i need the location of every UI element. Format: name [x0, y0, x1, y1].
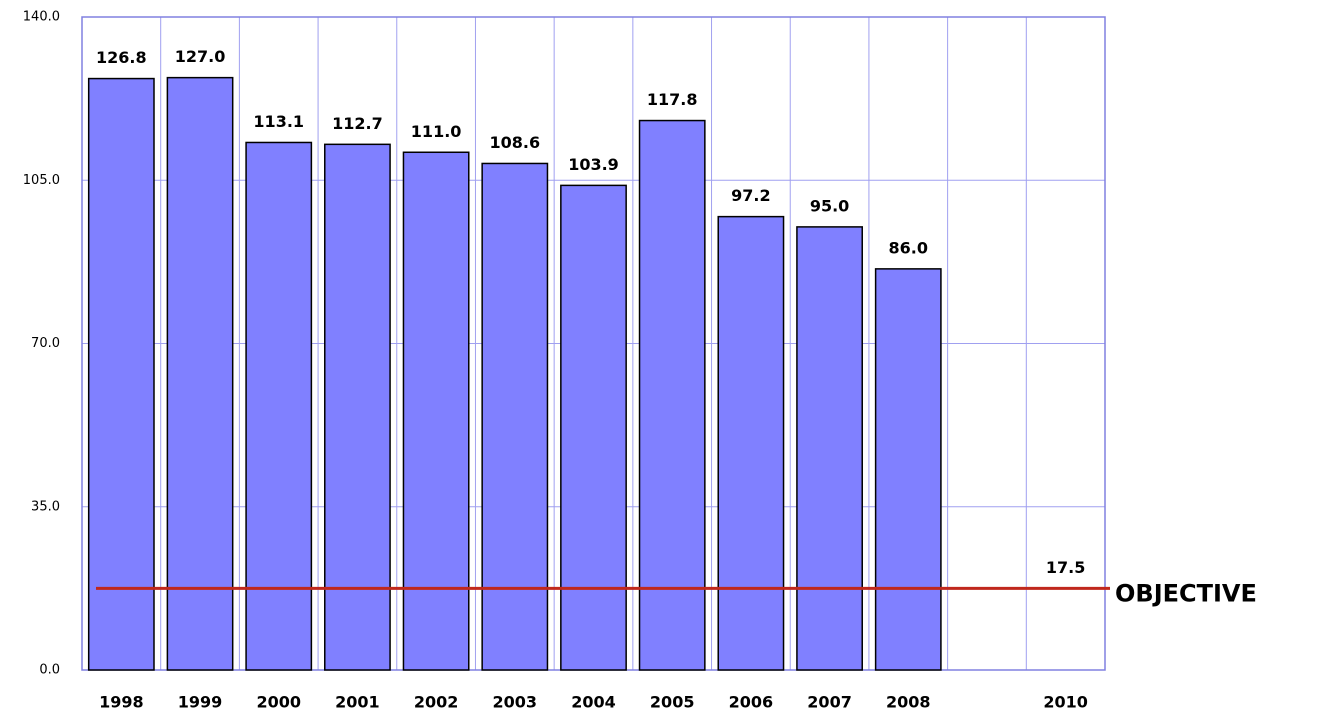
value-label: 108.6: [490, 133, 541, 152]
bar: [481, 162, 549, 671]
x-tick-label: 2000: [256, 693, 301, 712]
value-label: 113.1: [253, 112, 304, 131]
bar: [87, 77, 155, 671]
bar: [324, 143, 391, 671]
x-tick-label: 1998: [99, 693, 144, 712]
value-label: 117.8: [647, 90, 698, 109]
x-tick-label: 2004: [571, 693, 616, 712]
bar: [166, 76, 234, 671]
x-tick-label: 2006: [729, 693, 774, 712]
x-tick-label: 2001: [335, 693, 380, 712]
bar: [796, 226, 863, 671]
x-tick-label: 2005: [650, 693, 695, 712]
y-tick-label: 105.0: [23, 173, 60, 188]
x-tick-label: 1999: [178, 693, 223, 712]
bar: [402, 151, 470, 671]
x-tick-label: 2007: [807, 693, 852, 712]
y-tick-label: 0.0: [39, 663, 60, 678]
bar: [874, 268, 942, 671]
bar: [638, 119, 706, 671]
objective-label: OBJECTIVE: [1115, 579, 1257, 607]
value-label: 97.2: [731, 186, 770, 205]
x-tick-label: 2010: [1043, 693, 1088, 712]
y-tick-label: 35.0: [31, 499, 60, 514]
bar: [560, 184, 627, 671]
value-label: 126.8: [96, 48, 147, 67]
value-label: 103.9: [568, 155, 619, 174]
objective-value-label: 17.5: [1046, 558, 1085, 577]
value-label: 111.0: [411, 122, 462, 141]
value-label: 95.0: [810, 196, 849, 215]
y-tick-label: 140.0: [23, 10, 60, 25]
value-label: 86.0: [889, 238, 928, 257]
value-label: 127.0: [175, 47, 226, 66]
bar: [717, 215, 785, 671]
value-label: 112.7: [332, 114, 383, 133]
x-tick-label: 2008: [886, 693, 931, 712]
bar: [245, 141, 313, 671]
x-tick-label: 2002: [414, 693, 459, 712]
y-tick-label: 70.0: [31, 336, 60, 351]
x-tick-label: 2003: [493, 693, 538, 712]
